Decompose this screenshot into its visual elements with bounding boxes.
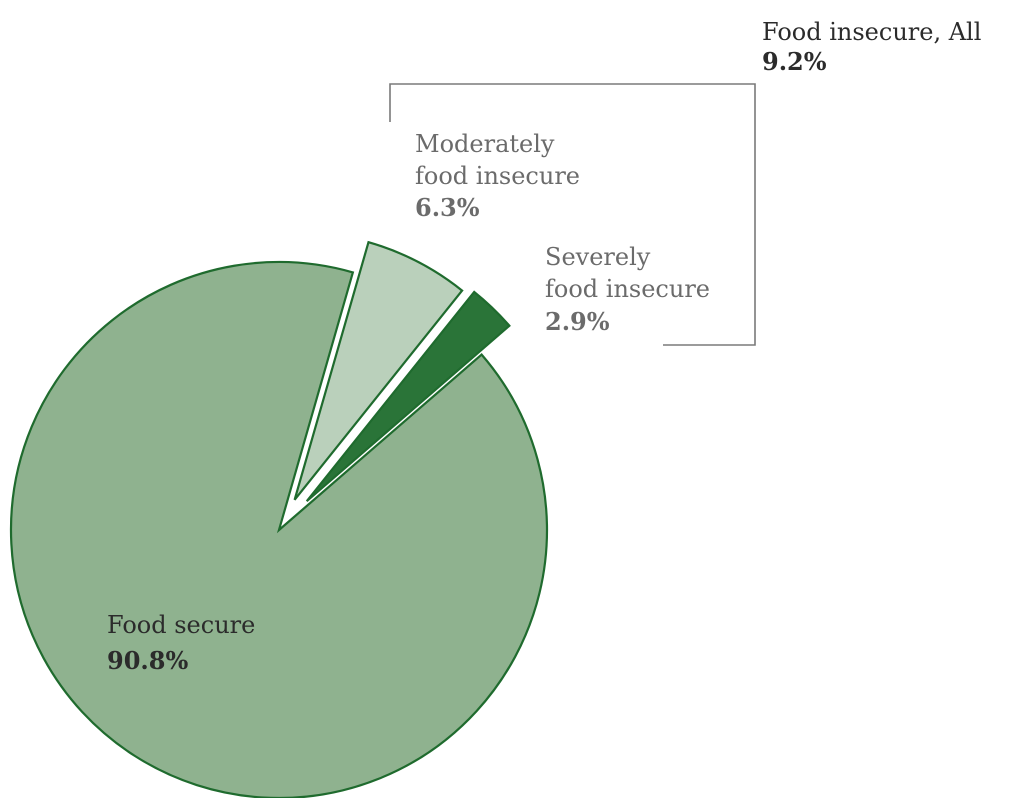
food-insecure-all-label: Food insecure, All: [762, 18, 981, 46]
moderately-label-line-2: food insecure: [415, 162, 580, 190]
food-insecure-all-value: 9.2%: [762, 47, 827, 76]
moderately-label-line-1: Moderately: [415, 130, 555, 158]
pie-slice-severely-food-insecure: [305, 290, 511, 503]
severely-label-line-2: food insecure: [545, 275, 710, 303]
food-secure-value-label: 90.8%: [107, 646, 188, 675]
pie-slice-food-secure: [9, 260, 549, 798]
food-secure-label: Food secure: [107, 611, 255, 639]
food-insecure-bracket: [389, 83, 756, 346]
pie-slice-moderately-food-insecure: [293, 240, 464, 501]
pie-slices: [9, 240, 549, 798]
severely-label-line-1: Severely: [545, 243, 651, 271]
severely-value-label: 2.9%: [545, 307, 610, 336]
moderately-value-label: 6.3%: [415, 193, 480, 222]
